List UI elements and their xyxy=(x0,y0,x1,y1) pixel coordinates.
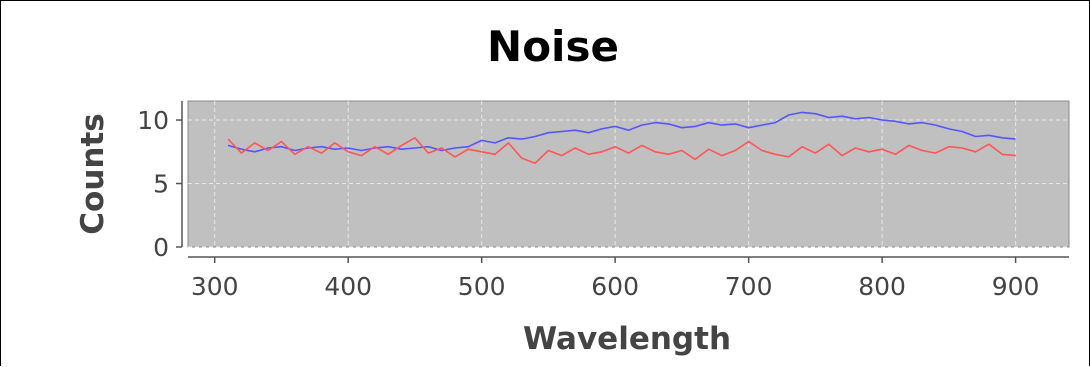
y-axis-label: Counts xyxy=(75,113,111,234)
y-tick-label: 5 xyxy=(153,170,169,199)
x-tick-label: 400 xyxy=(324,272,372,301)
series-line-1 xyxy=(227,111,1016,153)
x-tick-label: 600 xyxy=(591,272,639,301)
y-tick-label: 10 xyxy=(137,106,169,135)
x-tick-label: 700 xyxy=(725,272,773,301)
x-tick-labels: 300 400 500 600 700 800 900 xyxy=(191,257,1040,301)
x-axis-label: Wavelength xyxy=(523,321,731,357)
x-tick-label: 800 xyxy=(858,272,906,301)
x-tick-label: 900 xyxy=(992,272,1040,301)
grid-lines xyxy=(188,101,1069,248)
x-tick-label: 500 xyxy=(458,272,506,301)
y-tick-labels: 0 5 10 xyxy=(137,106,182,262)
x-tick-label: 300 xyxy=(191,272,239,301)
series-group xyxy=(227,111,1016,164)
plot-area xyxy=(187,100,1070,248)
series-line-2 xyxy=(227,137,1016,164)
y-tick-label: 0 xyxy=(153,233,169,262)
chart-title: Noise xyxy=(487,22,619,71)
